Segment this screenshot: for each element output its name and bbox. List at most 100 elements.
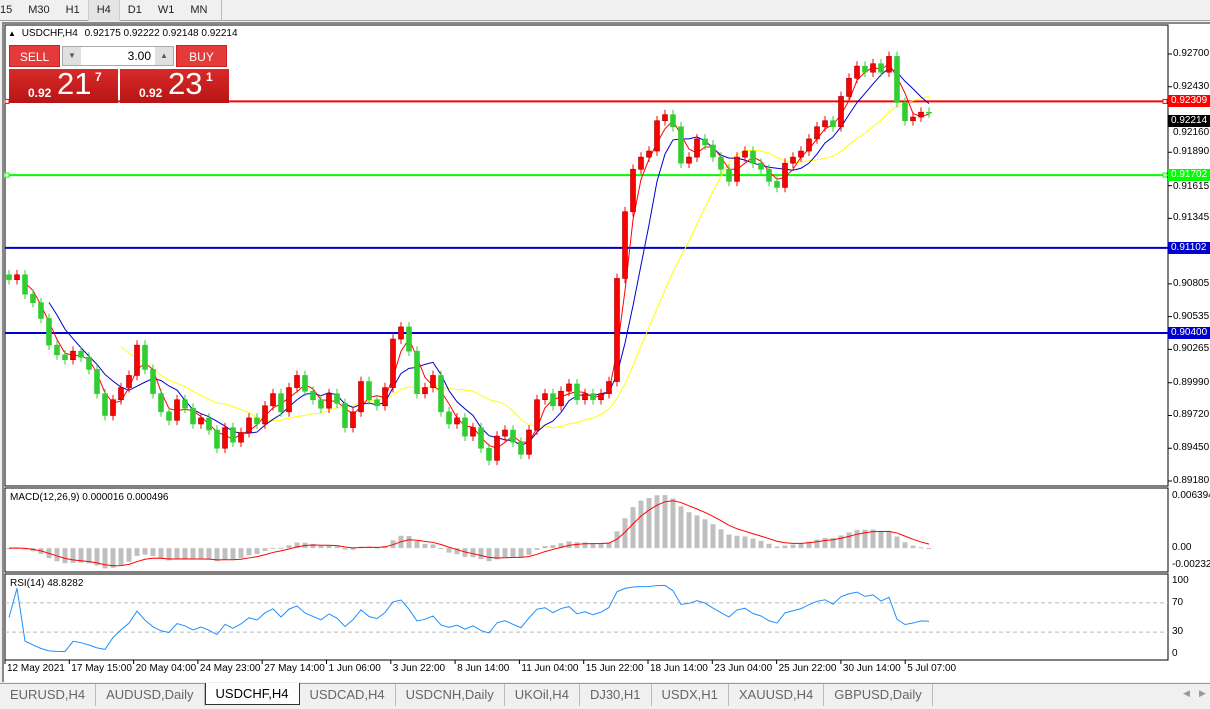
timeframe-m30[interactable]: M30 <box>28 4 50 16</box>
candle <box>198 413 204 429</box>
scroll-right-icon[interactable]: ▶ <box>1199 688 1206 698</box>
sell-price[interactable]: 0.92 21 7 <box>9 66 118 103</box>
candle <box>46 313 52 350</box>
candle <box>174 394 180 426</box>
candle <box>726 164 732 187</box>
chart-tab[interactable]: USDCNH,Daily <box>396 684 505 706</box>
candle-body <box>902 102 908 122</box>
macd-histogram-bar <box>118 548 124 566</box>
collapse-triangle-icon[interactable]: ▲ <box>8 29 16 38</box>
chart-tab[interactable]: EURUSD,H4 <box>0 684 97 706</box>
rsi-label: RSI(14) 48.8282 <box>10 578 84 589</box>
decrease-lot-icon[interactable]: ▼ <box>63 47 81 65</box>
candle-body <box>302 375 308 392</box>
candle <box>470 422 476 441</box>
candle-body <box>814 126 820 140</box>
increase-lot-icon[interactable]: ▲ <box>155 47 173 65</box>
candle <box>686 152 692 169</box>
macd-histogram-bar <box>342 548 348 550</box>
buy-price-prefix: 0.92 <box>139 86 163 100</box>
buy-button[interactable]: BUY <box>176 45 227 67</box>
macd-histogram-bar <box>62 548 68 564</box>
macd-tick-label: -0.002322 <box>1172 559 1210 570</box>
candle <box>102 388 108 421</box>
chart-tab[interactable]: GBPUSD,Daily <box>824 684 933 706</box>
macd-histogram-bar <box>470 548 476 558</box>
chart-tab[interactable]: USDCAD,H4 <box>300 684 396 706</box>
candle <box>342 398 348 433</box>
macd-histogram-bar <box>246 548 252 556</box>
candle <box>566 379 572 397</box>
candle-body <box>558 390 564 407</box>
macd-histogram-bar <box>126 548 132 562</box>
chart-tab[interactable]: AUDUSD,Daily <box>96 684 205 706</box>
macd-histogram-bar <box>438 548 444 550</box>
candle <box>6 269 12 285</box>
macd-histogram-bar <box>606 542 612 549</box>
chart-title: ▲ USDCHF,H4 0.92175 0.92222 0.92148 0.92… <box>8 28 238 39</box>
macd-histogram-bar <box>902 542 908 549</box>
macd-histogram-bar <box>526 548 532 555</box>
candle <box>150 364 156 399</box>
candle <box>230 422 236 448</box>
chart-tab[interactable]: XAUUSD,H4 <box>729 684 825 706</box>
macd-histogram-bar <box>222 548 228 560</box>
candle-body <box>590 393 596 401</box>
candle <box>614 273 620 387</box>
timeframe-h4[interactable]: H4 <box>87 0 120 21</box>
timeframe-toolbar: 15 M30 H1 H4 D1 W1 MN <box>0 0 1210 21</box>
scroll-left-icon[interactable]: ◀ <box>1183 688 1190 698</box>
candle-body <box>174 399 180 421</box>
chart-tab[interactable]: USDX,H1 <box>652 684 729 706</box>
candle <box>678 121 684 169</box>
candle <box>22 269 28 300</box>
macd-histogram-bar <box>694 515 700 549</box>
time-tick-label: 25 Jun 22:00 <box>778 663 837 674</box>
candle-body <box>574 383 580 401</box>
macd-histogram-bar <box>102 548 108 569</box>
lot-size-stepper[interactable]: ▼ 3.00 ▲ <box>62 46 174 66</box>
chart-tab[interactable]: DJ30,H1 <box>580 684 652 706</box>
chart-symbol: USDCHF,H4 <box>21 28 78 39</box>
timeframe-h1[interactable]: H1 <box>65 4 80 16</box>
candle-body <box>622 211 628 279</box>
timeframe-mn[interactable]: MN <box>190 4 208 16</box>
candle <box>350 407 356 433</box>
macd-histogram-bar <box>726 534 732 549</box>
candle <box>718 152 724 175</box>
candle <box>502 425 508 441</box>
sell-button[interactable]: SELL <box>9 45 60 67</box>
chart-tab[interactable]: UKOil,H4 <box>505 684 580 706</box>
candle <box>422 382 428 399</box>
candle-body <box>910 116 916 122</box>
price-tick-label: 0.91890 <box>1173 146 1210 158</box>
candle-body <box>278 393 284 413</box>
macd-histogram-bar <box>430 544 436 549</box>
timeframe-w1[interactable]: W1 <box>157 4 175 16</box>
candle-body <box>406 326 412 352</box>
candle-body <box>198 417 204 425</box>
macd-histogram-bar <box>446 548 452 553</box>
macd-histogram-bar <box>782 545 788 549</box>
timeframe-d1[interactable]: D1 <box>127 4 142 16</box>
macd-histogram-bar <box>374 547 380 549</box>
macd-histogram-bar <box>798 543 804 549</box>
lot-size-input[interactable]: 3.00 <box>127 49 151 63</box>
macd-histogram-bar <box>150 548 156 557</box>
macd-histogram-bar <box>878 531 884 549</box>
price-tick-label: 0.90535 <box>1173 310 1210 322</box>
timeframe-15[interactable]: 15 <box>0 4 13 16</box>
chart-tab[interactable]: USDCHF,H4 <box>204 683 300 705</box>
candle-body <box>110 399 116 416</box>
candle <box>494 431 500 466</box>
candle-body <box>614 278 620 382</box>
candle-body <box>926 111 932 114</box>
candle-body <box>326 393 332 409</box>
candle-body <box>566 383 572 392</box>
buy-price[interactable]: 0.92 23 1 <box>120 66 229 103</box>
candle-body <box>830 120 836 128</box>
macd-histogram-bar <box>630 507 636 549</box>
candle <box>790 152 796 169</box>
macd-histogram-bar <box>54 548 60 562</box>
